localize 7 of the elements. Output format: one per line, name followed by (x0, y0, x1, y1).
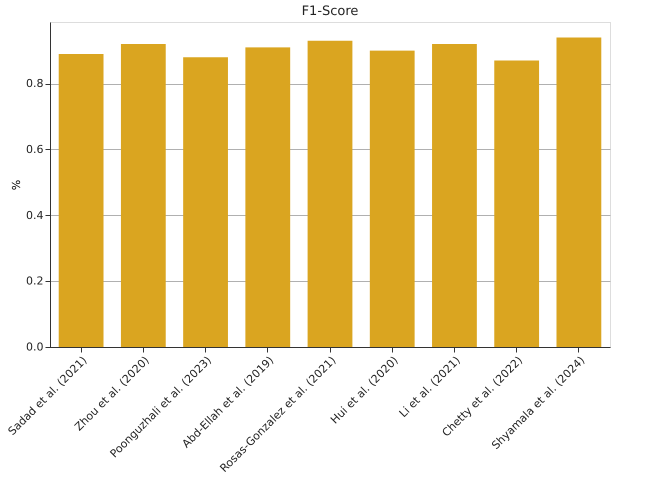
y-tick-label: 0.4 (26, 208, 44, 222)
y-tick-label: 0.6 (26, 142, 44, 156)
chart-title: F1-Score (302, 4, 358, 19)
y-tick-label: 0.0 (26, 340, 44, 354)
y-axis-title: % (10, 180, 24, 190)
y-tick-label: 0.2 (26, 274, 44, 288)
y-tick-label: 0.8 (26, 77, 44, 90)
